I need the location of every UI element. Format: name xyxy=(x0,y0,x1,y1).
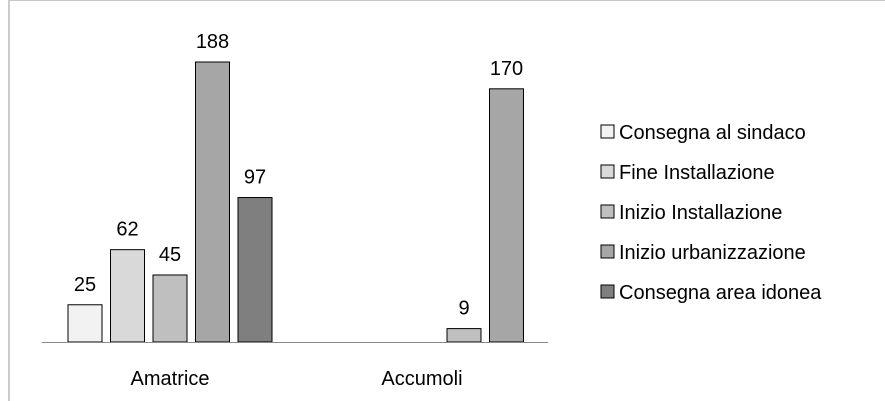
legend: Consegna al sindaco Fine Installazione Ini… xyxy=(600,122,822,304)
legend-swatch xyxy=(600,164,615,179)
value-labels-group: 25 62 45 188 97 9 170 xyxy=(74,31,523,320)
bar-amatrice-5 xyxy=(237,197,273,343)
legend-label: Inizio urbanizzazione xyxy=(619,242,806,264)
bar-amatrice-1 xyxy=(67,304,103,343)
bars-group xyxy=(67,61,524,343)
category-label-amatrice: Amatrice xyxy=(131,368,210,390)
legend-label: Inizio Installazione xyxy=(619,202,782,224)
legend-label: Consegna al sindaco xyxy=(619,122,806,144)
legend-label: Fine Installazione xyxy=(619,162,775,184)
legend-label: Consegna area idonea xyxy=(619,282,822,304)
legend-swatch xyxy=(600,244,615,259)
bar-accumoli-3 xyxy=(446,328,482,343)
category-label-accumoli: Accumoli xyxy=(381,368,462,390)
category-labels-group: Amatrice Accumoli xyxy=(131,368,463,390)
value-label: 170 xyxy=(490,58,523,80)
value-label: 45 xyxy=(159,244,181,266)
bar-accumoli-4 xyxy=(489,88,524,343)
legend-swatch xyxy=(600,124,615,139)
bar-amatrice-2 xyxy=(110,249,145,343)
value-label: 62 xyxy=(116,219,138,241)
bar-amatrice-4 xyxy=(195,61,230,343)
value-label: 25 xyxy=(74,274,96,296)
value-label: 188 xyxy=(196,31,229,53)
legend-swatch xyxy=(600,204,615,219)
legend-swatch xyxy=(600,284,615,299)
value-label: 97 xyxy=(244,167,266,189)
value-label: 9 xyxy=(458,298,469,320)
bar-amatrice-3 xyxy=(152,274,188,343)
